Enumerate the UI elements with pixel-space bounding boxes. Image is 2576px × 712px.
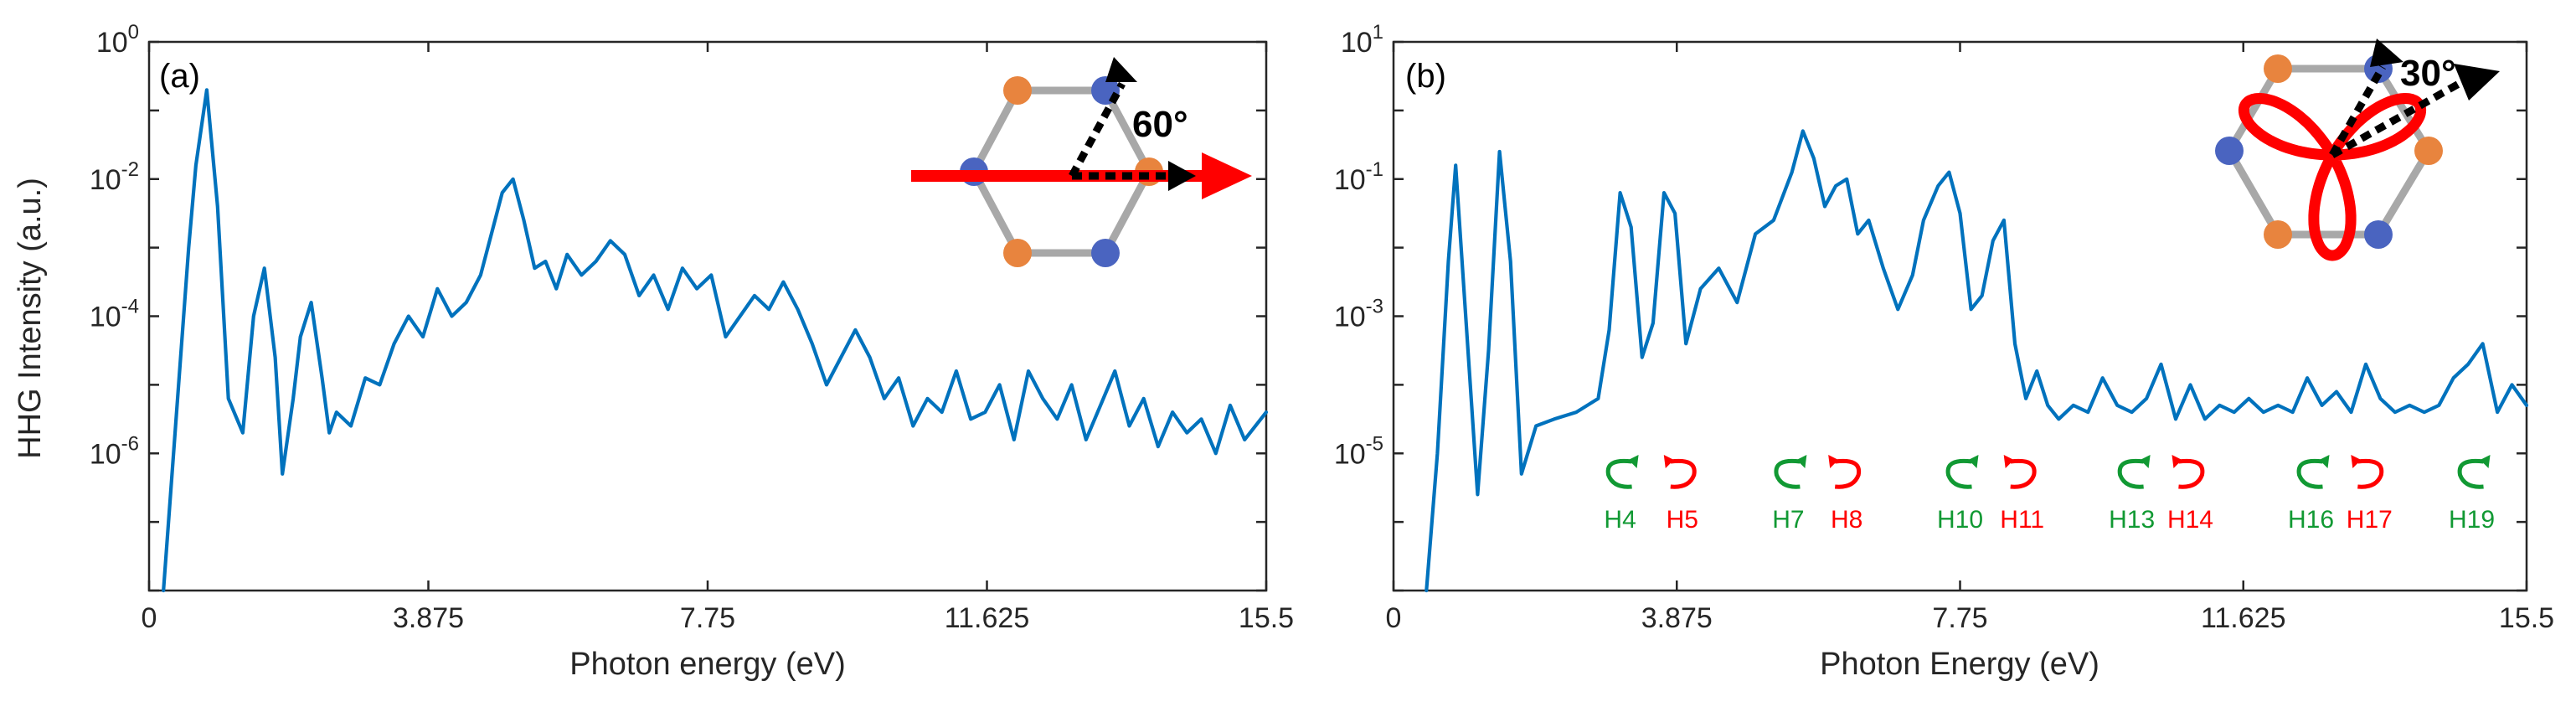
harmonic-h14: H14 [2167,455,2213,534]
x-tick-label: 11.625 [2201,602,2285,634]
harmonic-labels: H4 H5 H7 H8 H10 H11 H13 H14 H16 H17 H19 [1604,455,2495,534]
atom-orange [1003,76,1032,105]
inset-lattice-b: 30° [2215,39,2500,261]
angle-label-b: 30° [2400,53,2456,94]
y-ticks-a: 100 10-2 10-4 10-6 [90,21,1266,592]
harmonic-label: H16 [2288,506,2334,534]
harmonic-label: H10 [1937,506,1983,534]
rotation-arrow-icon [2357,458,2384,489]
harmonic-label: H17 [2347,506,2393,534]
rotation-arrow-icon [2117,458,2144,489]
harmonic-h10: H10 [1937,455,1983,534]
y-tick-label: 100 [96,21,139,59]
y-ticks-b: 101 10-1 10-3 10-5 [1334,21,2527,592]
harmonic-label: H14 [2167,506,2213,534]
rotation-arrowhead-icon [2480,455,2491,468]
y-tick-label: 10-4 [90,296,139,333]
atom-orange [2264,54,2292,83]
rotation-arrow-icon [2178,458,2205,489]
y-tick-label: 10-6 [90,432,139,470]
field-axis-arrowhead [1168,161,1196,191]
rotation-arrow-icon [2457,458,2484,489]
atom-orange [2264,220,2292,249]
rotation-arrowhead-icon [2140,455,2151,468]
harmonic-h17: H17 [2347,455,2393,534]
rotation-arrowhead-icon [1628,455,1639,468]
panel-label-a: (a) [159,58,200,95]
series-line-a [162,88,1269,593]
polarization-arrow-head [1202,152,1252,199]
y-tick-label: 10-5 [1334,432,1383,470]
rotation-arrow-icon [1945,458,1972,489]
y-axis-title-a: HHG Intensity (a.u.) [13,178,48,459]
rotation-arrow-icon [1834,458,1862,489]
atom-blue [2364,220,2393,249]
harmonic-h16: H16 [2288,455,2334,534]
harmonic-label: H7 [1772,506,1804,534]
field-axis-dotted [2330,76,2469,158]
harmonic-label: H11 [2000,506,2044,534]
rotation-arrowhead-icon [2003,455,2014,468]
x-tick-label: 15.5 [1239,602,1294,634]
rotation-arrowhead-icon [2351,455,2362,468]
x-tick-label: 7.75 [680,602,735,634]
crystal-axis-arrowhead [2370,39,2403,67]
harmonic-h13: H13 [2109,455,2155,534]
x-tick-label: 7.75 [1932,602,1987,634]
series-line-b [1425,129,2529,593]
panel-a: 0 3.875 7.75 11.625 15.5 100 10-2 10-4 10-6 (a)… [13,21,1294,682]
x-tick-label: 11.625 [945,602,1029,634]
rotation-arrowhead-icon [2319,455,2330,468]
rotation-arrowhead-icon [1663,455,1674,468]
y-tick-label: 101 [1341,21,1383,59]
x-tick-label: 3.875 [1641,602,1713,634]
x-tick-label: 0 [142,602,157,634]
x-axis-title-b: Photon Energy (eV) [1820,647,2099,682]
x-tick-label: 15.5 [2499,602,2554,634]
harmonic-h7: H7 [1772,455,1807,534]
harmonic-label: H4 [1604,506,1636,534]
harmonic-label: H13 [2109,506,2155,534]
field-axis-arrowhead [2454,64,2500,101]
y-tick-label: 10-1 [1334,158,1383,196]
panel-label-b: (b) [1405,58,1446,95]
rotation-arrow-icon [2296,458,2323,489]
rotation-arrow-icon [1774,458,1801,489]
rotation-arrow-icon [1670,458,1697,489]
harmonic-h4: H4 [1604,455,1639,534]
harmonic-label: H8 [1831,506,1862,534]
x-tick-label: 3.875 [393,602,464,634]
rotation-arrowhead-icon [1828,455,1839,468]
harmonic-h11: H11 [2000,455,2044,534]
harmonic-h8: H8 [1828,455,1862,534]
harmonic-h19: H19 [2449,455,2495,534]
x-ticks-a: 0 3.875 7.75 11.625 15.5 [142,42,1294,634]
atom-blue [1091,239,1120,267]
rotation-arrowhead-icon [1796,455,1807,468]
y-tick-label: 10-3 [1334,296,1383,333]
rotation-arrow-icon [1605,458,1632,489]
x-axis-title-a: Photon energy (eV) [569,647,846,682]
crystal-axis-arrowhead [1105,57,1137,82]
crystal-axis-dotted [2329,64,2386,157]
harmonic-label: H5 [1667,506,1698,534]
inset-lattice-a: 60° [911,57,1252,267]
x-ticks-b: 0 3.875 7.75 11.625 15.5 [1386,42,2554,634]
y-tick-label: 10-2 [90,158,139,196]
angle-label-a: 60° [1132,104,1188,145]
atom-blue [2215,137,2244,165]
harmonic-label: H19 [2449,506,2495,534]
crystal-axis-dotted [1069,81,1126,178]
atom-orange [1003,239,1032,267]
x-tick-label: 0 [1386,602,1402,634]
rotation-arrowhead-icon [2172,455,2182,468]
rotation-arrow-icon [2010,458,2037,489]
harmonic-h5: H5 [1663,455,1698,534]
atom-orange [2414,137,2443,165]
rotation-arrowhead-icon [1968,455,1979,468]
